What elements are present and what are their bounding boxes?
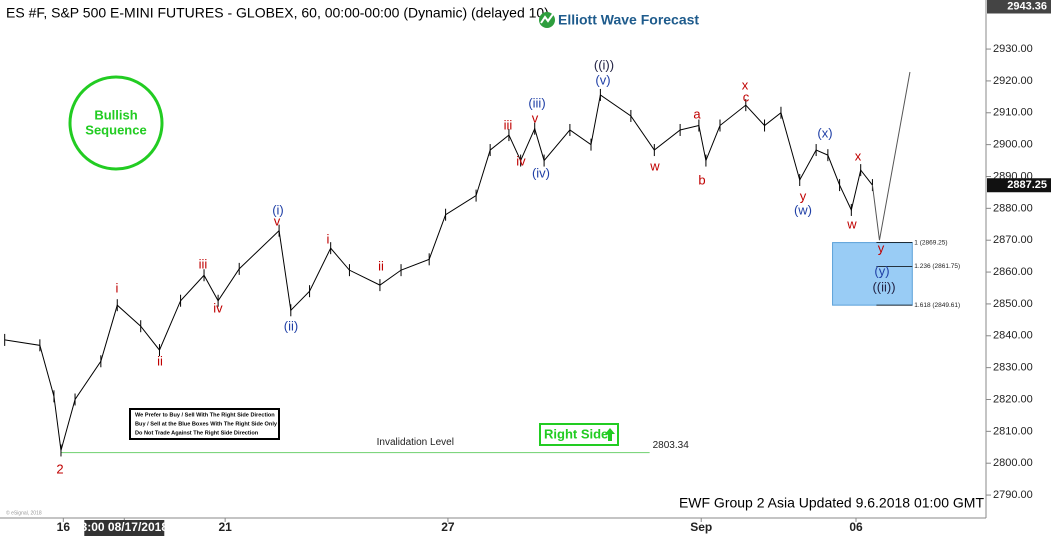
- note-box: [129, 408, 280, 440]
- badge-text: Bullish: [94, 107, 137, 122]
- logo-icon-mark: [540, 13, 554, 24]
- wave-label: iii: [504, 117, 513, 132]
- note-text: Buy / Sell at the Blue Boxes With The Ri…: [135, 421, 278, 427]
- wave-label: iv: [213, 300, 223, 315]
- y-tick-label: 2920.00: [993, 75, 1033, 87]
- badge-circle: [68, 75, 164, 171]
- wave-label: b: [698, 172, 705, 187]
- y-tick-label: 2910.00: [993, 107, 1033, 119]
- last-price-box: [987, 178, 1051, 193]
- wave-label: x: [742, 77, 749, 92]
- right-side-box: [539, 423, 619, 446]
- wave-label: y: [800, 188, 807, 203]
- invalidation-label: Invalidation Level: [377, 437, 454, 448]
- wave-label: w: [649, 158, 660, 173]
- right-side-arrow: [605, 428, 615, 441]
- wave-label: (v): [595, 72, 610, 87]
- fib-label: 1.618 (2849.61): [914, 302, 960, 309]
- y-tick-label: 2880.00: [993, 202, 1033, 214]
- wave-label: i: [116, 280, 119, 295]
- projection-line: [871, 71, 911, 241]
- wave-label: a: [693, 106, 701, 121]
- badge-text: Sequence: [85, 122, 146, 137]
- high-price-box: [987, 0, 1051, 14]
- y-tick-label: 2810.00: [993, 425, 1033, 437]
- y-tick-label: 2820.00: [993, 393, 1033, 405]
- wave-label: v: [274, 213, 281, 228]
- wave-label: 2: [56, 461, 63, 476]
- crosshair-label-box: [84, 520, 165, 536]
- chart-title: ES #F, S&P 500 E-MINI FUTURES - GLOBEX, …: [6, 5, 549, 21]
- x-tick-label: 06: [849, 520, 863, 534]
- wave-label: iii: [199, 256, 208, 271]
- wave-label: (w): [794, 202, 812, 217]
- x-tick-label: 21: [218, 520, 232, 534]
- wave-label: ii: [157, 353, 163, 368]
- right-side-text: Right Side: [544, 426, 608, 441]
- blue-box: [832, 242, 913, 306]
- price-line: [4, 94, 873, 451]
- y-tick-label: 2870.00: [993, 234, 1033, 246]
- x-tick-label: 3:00 08/17/2018: [81, 520, 169, 534]
- wave-label: (iii): [528, 95, 545, 110]
- wave-label: i: [327, 231, 330, 246]
- y-tick-label: 2860.00: [993, 266, 1033, 278]
- wave-label: (i): [272, 202, 284, 217]
- x-tick-label: 16: [57, 520, 71, 534]
- x-tick-label: Sep: [690, 520, 712, 534]
- wave-label: v: [532, 110, 539, 125]
- wave-label: iv: [516, 153, 526, 168]
- wave-label: (iv): [532, 165, 550, 180]
- y-tick-label: 2840.00: [993, 330, 1033, 342]
- high-price-label: 2943.36: [1007, 0, 1047, 12]
- logo-text: Elliott Wave Forecast: [558, 12, 699, 28]
- footer: EWF Group 2 Asia Updated 9.6.2018 01:00 …: [679, 495, 985, 511]
- note-text: Do Not Trade Against The Right Side Dire…: [135, 430, 259, 436]
- wave-label: (ii): [284, 318, 298, 333]
- y-tick-label: 2850.00: [993, 298, 1033, 310]
- wave-label: y: [878, 240, 885, 255]
- note-text: We Prefer to Buy / Sell With The Right S…: [135, 412, 275, 418]
- y-tick-label: 2900.00: [993, 139, 1033, 151]
- last-price-label: 2887.25: [1007, 179, 1047, 191]
- wave-label: (y): [874, 263, 889, 278]
- wave-label: ((ii)): [872, 279, 895, 294]
- wave-label: c: [743, 89, 750, 104]
- y-tick-label: 2790.00: [993, 489, 1033, 501]
- wave-label: ii: [378, 258, 384, 273]
- x-tick-label: 27: [441, 520, 455, 534]
- wave-label: w: [846, 216, 857, 231]
- y-tick-label: 2800.00: [993, 457, 1033, 469]
- copyright: © eSignal, 2018: [6, 509, 42, 516]
- wave-label: (x): [817, 125, 832, 140]
- fib-label: 1 (2869.25): [914, 239, 947, 246]
- logo: Elliott Wave Forecast: [539, 12, 699, 28]
- y-tick-label: 2930.00: [993, 43, 1033, 55]
- wave-label: x: [855, 148, 862, 163]
- fib-label: 1.236 (2861.75): [914, 263, 960, 270]
- invalidation-value: 2803.34: [653, 440, 690, 451]
- y-tick-label: 2830.00: [993, 362, 1033, 374]
- wave-label: ((i)): [594, 57, 614, 72]
